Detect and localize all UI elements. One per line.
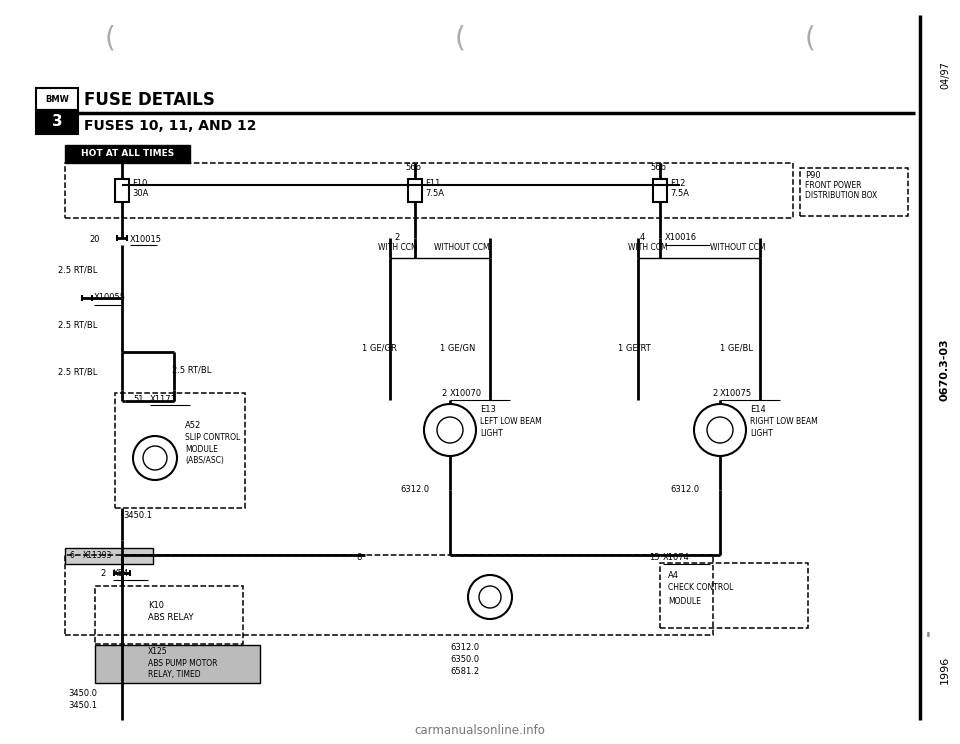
Text: (: (	[804, 24, 815, 52]
Text: 20: 20	[89, 234, 100, 243]
Text: X1171: X1171	[150, 394, 177, 403]
Text: E13: E13	[480, 405, 496, 414]
Text: P90: P90	[805, 170, 821, 179]
Text: (: (	[105, 24, 115, 52]
Text: BMW: BMW	[45, 94, 69, 103]
Text: SLIP CONTROL: SLIP CONTROL	[185, 432, 240, 441]
Text: FUSES 10, 11, AND 12: FUSES 10, 11, AND 12	[84, 119, 256, 133]
Text: 56b: 56b	[650, 164, 666, 173]
Text: RIGHT LOW BEAM: RIGHT LOW BEAM	[750, 417, 818, 426]
Text: 1 GE/GN: 1 GE/GN	[440, 344, 475, 353]
Text: LIGHT: LIGHT	[750, 429, 773, 438]
Bar	[36, 110, 78, 134]
Text: 2.5 RT/BL: 2.5 RT/BL	[172, 365, 211, 374]
Text: 3450.1: 3450.1	[68, 702, 97, 711]
Text: 2: 2	[442, 388, 447, 397]
Text: X11393: X11393	[83, 551, 112, 560]
Text: carmanualsonline.info: carmanualsonline.info	[415, 723, 545, 737]
Text: 3: 3	[52, 115, 62, 129]
Text: FRONT POWER: FRONT POWER	[805, 181, 861, 190]
Text: X10055: X10055	[94, 293, 126, 303]
Text: F10: F10	[132, 179, 148, 188]
Text: (ABS/ASC): (ABS/ASC)	[185, 457, 224, 466]
Bar	[115, 179, 129, 202]
Text: 7.5A: 7.5A	[425, 190, 444, 199]
Text: CHECK CONTROL: CHECK CONTROL	[668, 583, 733, 592]
Text: X10015: X10015	[130, 234, 162, 243]
Text: 3450.1: 3450.1	[123, 512, 152, 521]
Text: F11: F11	[425, 179, 441, 188]
Text: WITHOUT CCM: WITHOUT CCM	[434, 243, 490, 252]
Text: 1 GE/GR: 1 GE/GR	[362, 344, 396, 353]
Text: WITHOUT CCM: WITHOUT CCM	[710, 243, 766, 252]
Text: 6350.0: 6350.0	[450, 655, 479, 664]
Text: 2: 2	[100, 568, 106, 577]
Text: ii: ii	[926, 632, 930, 638]
Text: 6581.2: 6581.2	[450, 667, 479, 676]
Text: HOT AT ALL TIMES: HOT AT ALL TIMES	[82, 150, 175, 158]
Text: K10: K10	[148, 600, 164, 609]
Text: 4: 4	[639, 234, 645, 243]
Text: MODULE: MODULE	[668, 597, 701, 606]
Text: 6312.0: 6312.0	[400, 486, 429, 495]
Bar	[115, 393, 245, 508]
Bar	[408, 179, 422, 202]
Text: 04/97: 04/97	[940, 61, 950, 89]
Bar	[65, 548, 153, 564]
Text: E14: E14	[750, 405, 766, 414]
Text: 2: 2	[395, 234, 400, 243]
Bar	[800, 168, 908, 216]
Text: 1996: 1996	[940, 656, 950, 684]
Text: WITH CCM: WITH CCM	[378, 243, 418, 252]
Bar	[660, 563, 808, 628]
Text: A4: A4	[668, 571, 679, 580]
Bar	[36, 88, 78, 110]
Text: 2: 2	[712, 388, 718, 397]
Bar	[65, 555, 713, 635]
Bar	[65, 163, 793, 218]
Text: 7.5A: 7.5A	[670, 190, 689, 199]
Text: F12: F12	[670, 179, 685, 188]
Text: X1074: X1074	[663, 554, 690, 562]
Text: 2.5 RT/BL: 2.5 RT/BL	[58, 368, 97, 376]
Text: X10075: X10075	[720, 388, 752, 397]
Text: 2.5 RT/BL: 2.5 RT/BL	[58, 321, 97, 330]
Text: X125: X125	[148, 647, 168, 655]
Text: 51: 51	[133, 394, 143, 403]
Text: 30A: 30A	[132, 190, 149, 199]
Text: 56b: 56b	[405, 164, 421, 173]
Bar	[65, 145, 190, 163]
Text: LIGHT: LIGHT	[480, 429, 503, 438]
Text: 6312.0: 6312.0	[670, 486, 699, 495]
Text: WITH CCM: WITH CCM	[628, 243, 667, 252]
Bar	[95, 645, 260, 683]
Text: 6312.0: 6312.0	[450, 644, 479, 652]
Text: 1 GE/BL: 1 GE/BL	[720, 344, 753, 353]
Text: 0670.3-03: 0670.3-03	[940, 339, 950, 401]
Text: X10016: X10016	[665, 234, 697, 243]
Text: 8: 8	[356, 554, 362, 562]
Text: MODULE: MODULE	[185, 444, 218, 454]
Text: ABS RELAY: ABS RELAY	[148, 614, 194, 623]
Text: A52: A52	[185, 420, 202, 429]
Text: 6: 6	[70, 551, 75, 560]
Text: RELAY, TIMED: RELAY, TIMED	[148, 670, 201, 679]
Text: 15: 15	[650, 554, 660, 562]
Text: X10070: X10070	[450, 388, 482, 397]
Bar	[653, 179, 667, 202]
Text: DISTRIBUTION BOX: DISTRIBUTION BOX	[805, 190, 877, 199]
Bar	[95, 586, 243, 644]
Text: 3450.0: 3450.0	[68, 690, 97, 699]
Text: X54: X54	[113, 568, 130, 577]
Text: 1 GE/RT: 1 GE/RT	[618, 344, 651, 353]
Text: LEFT LOW BEAM: LEFT LOW BEAM	[480, 417, 541, 426]
Text: ABS PUMP MOTOR: ABS PUMP MOTOR	[148, 658, 218, 667]
Text: FUSE DETAILS: FUSE DETAILS	[84, 91, 215, 109]
Text: 2.5 RT/BL: 2.5 RT/BL	[58, 266, 97, 275]
Text: (: (	[455, 24, 466, 52]
